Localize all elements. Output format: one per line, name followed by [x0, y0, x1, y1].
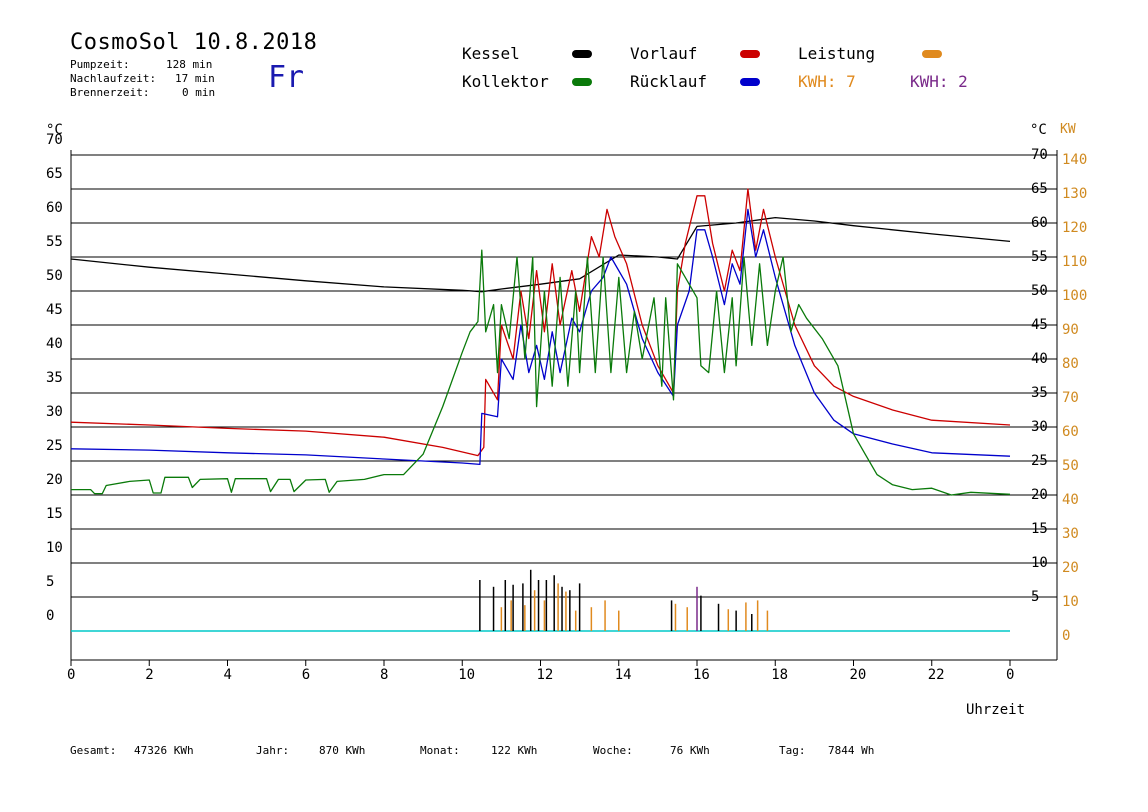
y-tick-label: 65 — [46, 166, 63, 182]
y-tick-label: 25 — [46, 438, 63, 454]
stat-label: Pumpzeit: — [70, 58, 130, 71]
power-tick-label: 110 — [1062, 254, 1087, 270]
x-tick-label: 10 — [458, 667, 475, 683]
stat-value: 0 min — [182, 86, 216, 99]
y-right-tick-label: 35 — [1031, 385, 1048, 401]
series-line-vorlauf — [70, 188, 1011, 457]
left-axis-unit: °C — [46, 122, 63, 138]
power-tick-label: 90 — [1062, 322, 1079, 338]
legend-kollektor-label: Kollektor — [462, 72, 549, 91]
power-tick-label: 140 — [1062, 152, 1087, 168]
total-value: 47326 KWh — [134, 744, 194, 757]
y-right-tick-label: 15 — [1031, 521, 1048, 537]
legend-kessel-label: Kessel — [462, 44, 520, 63]
legend-vorlauf-swatch — [740, 50, 760, 58]
y-tick-label: 40 — [46, 336, 63, 352]
series-line-ruecklauf — [70, 208, 1011, 466]
power-tick-label: 0 — [1062, 628, 1070, 644]
x-tick-label: 0 — [1006, 667, 1014, 683]
right-axis-unit-temp: °C — [1030, 122, 1047, 138]
legend-vorlauf-label: Vorlauf — [630, 44, 698, 63]
y-tick-label: 35 — [46, 370, 63, 386]
x-tick-label: 0 — [67, 667, 75, 683]
power-tick-label: 10 — [1062, 594, 1079, 610]
x-tick-label: 4 — [224, 667, 232, 683]
power-tick-label: 40 — [1062, 492, 1079, 508]
y-right-tick-label: 25 — [1031, 453, 1048, 469]
x-tick-label: 12 — [537, 667, 554, 683]
legend-kessel-swatch — [572, 50, 592, 58]
week-value: 76 KWh — [670, 744, 710, 757]
y-right-tick-label: 70 — [1031, 147, 1048, 163]
stat-label: Nachlaufzeit: — [70, 72, 157, 85]
series-line-kollektor — [71, 249, 1011, 496]
stat-label: Brennerzeit: — [70, 86, 150, 99]
power-tick-label: 60 — [1062, 424, 1079, 440]
y-tick-label: 30 — [46, 404, 63, 420]
x-tick-label: 8 — [380, 667, 388, 683]
power-tick-label: 80 — [1062, 356, 1079, 372]
power-tick-label: 70 — [1062, 390, 1079, 406]
power-tick-label: 20 — [1062, 560, 1079, 576]
x-tick-label: 18 — [771, 667, 788, 683]
x-tick-label: 16 — [693, 667, 710, 683]
day-value: 7844 Wh — [828, 744, 875, 757]
legend-kwh2-label: KWH: 2 — [910, 72, 968, 91]
y-right-tick-label: 10 — [1031, 555, 1048, 571]
y-right-tick-label: 20 — [1031, 487, 1048, 503]
x-tick-label: 6 — [302, 667, 310, 683]
legend-kwh1-label: KWH: 7 — [798, 72, 856, 91]
y-tick-label: 20 — [46, 472, 63, 488]
x-tick-label: 2 — [145, 667, 153, 683]
weekday-label: Fr — [268, 60, 305, 95]
stat-value: 128 min — [166, 58, 213, 71]
legend-ruecklauf-swatch — [740, 78, 760, 86]
x-axis-label: Uhrzeit — [966, 702, 1026, 718]
legend-ruecklauf-label: Rücklauf — [630, 72, 708, 91]
x-tick-label: 14 — [615, 667, 632, 683]
legend-kollektor-swatch — [572, 78, 592, 86]
stat-value: 17 min — [175, 72, 215, 85]
x-tick-label: 20 — [850, 667, 867, 683]
y-right-tick-label: 45 — [1031, 317, 1048, 333]
week-label: Woche: — [593, 744, 633, 757]
total-label: Gesamt: — [70, 744, 117, 757]
legend-leistung-swatch — [922, 50, 942, 58]
power-tick-label: 30 — [1062, 526, 1079, 542]
power-tick-label: 120 — [1062, 220, 1087, 236]
series-line-kessel — [70, 216, 1011, 293]
month-label: Monat: — [420, 744, 460, 757]
chart-title: CosmoSol 10.8.2018 — [70, 30, 318, 55]
y-right-tick-label: 50 — [1031, 283, 1048, 299]
y-tick-label: 0 — [46, 608, 54, 624]
power-tick-label: 100 — [1062, 288, 1087, 304]
y-right-tick-label: 65 — [1031, 181, 1048, 197]
year-value: 870 KWh — [319, 744, 366, 757]
y-tick-label: 70 — [46, 132, 63, 148]
y-tick-label: 15 — [46, 506, 63, 522]
y-right-tick-label: 30 — [1031, 419, 1048, 435]
power-tick-label: 50 — [1062, 458, 1079, 474]
y-tick-label: 5 — [46, 574, 54, 590]
year-label: Jahr: — [256, 744, 290, 757]
day-label: Tag: — [779, 744, 806, 757]
y-right-tick-label: 5 — [1031, 589, 1039, 605]
y-tick-label: 10 — [46, 540, 63, 556]
y-tick-label: 45 — [46, 302, 63, 318]
y-right-tick-label: 55 — [1031, 249, 1048, 265]
y-tick-label: 50 — [46, 268, 63, 284]
month-value: 122 KWh — [491, 744, 538, 757]
x-tick-label: 22 — [928, 667, 945, 683]
y-tick-label: 60 — [46, 200, 63, 216]
y-right-tick-label: 60 — [1031, 215, 1048, 231]
legend-leistung-label: Leistung — [798, 44, 876, 63]
power-tick-label: 130 — [1062, 186, 1087, 202]
y-right-tick-label: 40 — [1031, 351, 1048, 367]
right-axis-unit-power: KW — [1060, 122, 1076, 137]
y-tick-label: 55 — [46, 234, 63, 250]
